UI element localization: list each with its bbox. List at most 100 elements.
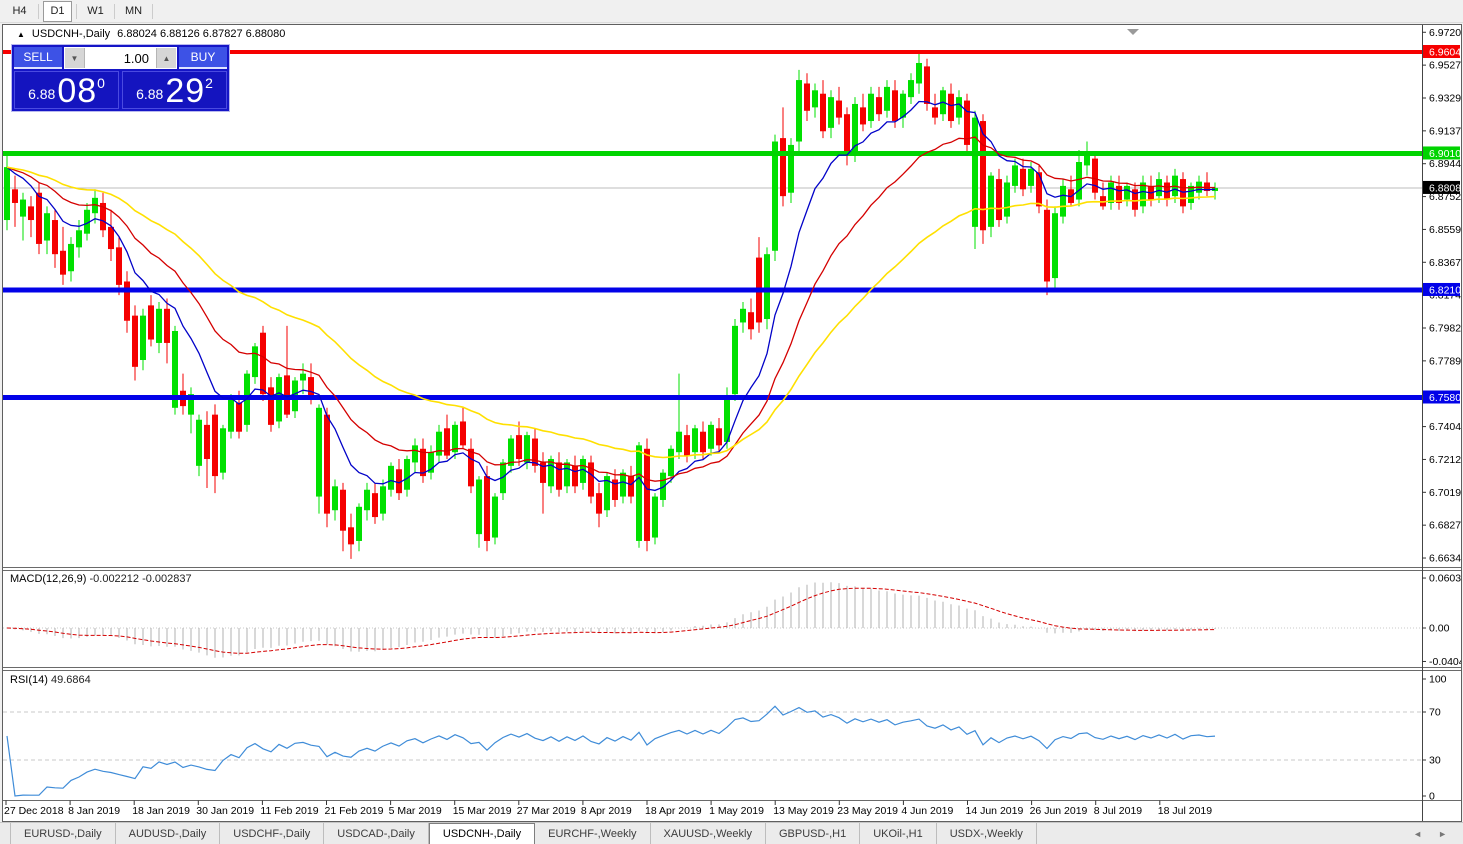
svg-text:6.95275: 6.95275 bbox=[1429, 60, 1461, 72]
svg-text:8 Apr 2019: 8 Apr 2019 bbox=[581, 805, 632, 817]
svg-text:6.72120: 6.72120 bbox=[1429, 454, 1461, 466]
toolbar-separator bbox=[76, 3, 77, 19]
buy-price-pipette: 2 bbox=[205, 75, 213, 91]
buy-button[interactable]: BUY bbox=[179, 47, 227, 69]
svg-text:6.87520: 6.87520 bbox=[1429, 191, 1461, 203]
svg-text:6.97200: 6.97200 bbox=[1429, 27, 1461, 39]
sell-price-main: 08 bbox=[57, 72, 98, 110]
svg-text:100: 100 bbox=[1429, 674, 1447, 686]
svg-text:6.70195: 6.70195 bbox=[1429, 487, 1461, 499]
svg-text:6.90100: 6.90100 bbox=[1429, 148, 1461, 160]
chart-tab-ukoil-h1[interactable]: UKOil-,H1 bbox=[860, 823, 937, 844]
toolbar-separator bbox=[152, 3, 153, 19]
autoscroll-marker-icon[interactable] bbox=[1127, 29, 1139, 35]
macd-histogram bbox=[14, 582, 1216, 658]
sell-price-tile[interactable]: 6.88 08 0 bbox=[14, 71, 119, 109]
svg-text:11 Feb 2019: 11 Feb 2019 bbox=[260, 805, 318, 817]
toolbar-separator bbox=[114, 3, 115, 19]
svg-text:30: 30 bbox=[1429, 755, 1441, 767]
macd-signal-line bbox=[6, 587, 1216, 654]
chart-tab-xauusd-weekly[interactable]: XAUUSD-,Weekly bbox=[651, 823, 766, 844]
chart-title: USDCNH-,Daily bbox=[31, 28, 111, 40]
svg-text:13 May 2019: 13 May 2019 bbox=[773, 805, 834, 817]
volume-field[interactable]: 1.00 bbox=[85, 48, 156, 68]
chart-tabs-bar: EURUSD-,Daily AUDUSD-,Daily USDCHF-,Daily U… bbox=[0, 822, 1463, 844]
chart-tab-audusd-daily[interactable]: AUDUSD-,Daily bbox=[116, 823, 221, 844]
svg-text:6.91370: 6.91370 bbox=[1429, 125, 1461, 137]
svg-text:4 Jun 2019: 4 Jun 2019 bbox=[901, 805, 953, 817]
buy-price-main: 29 bbox=[165, 72, 206, 110]
svg-text:0.00: 0.00 bbox=[1429, 623, 1450, 635]
svg-text:23 May 2019: 23 May 2019 bbox=[837, 805, 898, 817]
svg-text:30 Jan 2019: 30 Jan 2019 bbox=[196, 805, 254, 817]
svg-text:5 Mar 2019: 5 Mar 2019 bbox=[389, 805, 442, 817]
svg-text:27 Dec 2018: 27 Dec 2018 bbox=[4, 805, 64, 817]
ma-slow-line bbox=[6, 166, 1216, 459]
svg-text:0: 0 bbox=[1429, 791, 1435, 803]
rsi-line bbox=[6, 705, 1216, 797]
ma-mid-line bbox=[6, 136, 1215, 482]
timeframe-toolbar: H4 D1 W1 MN bbox=[0, 0, 1463, 23]
svg-text:6.79820: 6.79820 bbox=[1429, 323, 1461, 335]
timeframe-button-d1[interactable]: D1 bbox=[43, 0, 72, 22]
svg-text:6.89445: 6.89445 bbox=[1429, 158, 1461, 170]
svg-text:6.82103: 6.82103 bbox=[1429, 284, 1461, 296]
sell-price-prefix: 6.88 bbox=[28, 86, 56, 102]
svg-text:15 Mar 2019: 15 Mar 2019 bbox=[453, 805, 512, 817]
sell-price-pipette: 0 bbox=[97, 75, 105, 91]
svg-text:6.66345: 6.66345 bbox=[1429, 553, 1461, 565]
timeframe-button-w1[interactable]: W1 bbox=[87, 5, 104, 17]
candlestick-series bbox=[4, 51, 1218, 559]
svg-text:18 Jan 2019: 18 Jan 2019 bbox=[132, 805, 190, 817]
one-click-trade-panel: SELL ▼ 1.00 ▲ BUY 6.88 08 0 6.88 29 2 bbox=[11, 44, 230, 112]
chart-tab-usdcnh-daily[interactable]: USDCNH-,Daily bbox=[428, 823, 536, 844]
tab-scroll-left-icon[interactable]: ◄ bbox=[1413, 828, 1423, 839]
svg-text:6.83670: 6.83670 bbox=[1429, 257, 1461, 269]
svg-text:6.85595: 6.85595 bbox=[1429, 224, 1461, 236]
price-axis[interactable]: 6.97200 6.95275 6.93295 6.91370 6.89445 6.875… bbox=[1422, 27, 1461, 565]
tab-scroll-controls: ◄ ► bbox=[1413, 823, 1463, 844]
svg-text:8 Jan 2019: 8 Jan 2019 bbox=[68, 805, 120, 817]
timeframe-button-mn[interactable]: MN bbox=[124, 5, 143, 17]
price-badge-6.88080: 6.88080 bbox=[1423, 180, 1461, 194]
buy-price-prefix: 6.88 bbox=[136, 86, 164, 102]
timeframe-button-h4[interactable]: H4 bbox=[12, 5, 27, 17]
price-chart-canvas[interactable]: 6.97200 6.95275 6.93295 6.91370 6.89445 6.875… bbox=[3, 25, 1461, 821]
chart-tab-usdchf-daily[interactable]: USDCHF-,Daily bbox=[220, 823, 325, 844]
rsi-axis: 100 70 30 0 bbox=[1422, 674, 1447, 803]
svg-text:18 Apr 2019: 18 Apr 2019 bbox=[645, 805, 702, 817]
chart-tab-eurusd-daily[interactable]: EURUSD-,Daily bbox=[10, 823, 116, 844]
volume-stepper: ▼ 1.00 ▲ bbox=[64, 47, 177, 69]
buy-price-tile[interactable]: 6.88 29 2 bbox=[122, 71, 227, 109]
toolbar-separator bbox=[38, 3, 39, 19]
svg-text:14 Jun 2019: 14 Jun 2019 bbox=[966, 805, 1024, 817]
svg-text:1 May 2019: 1 May 2019 bbox=[709, 805, 764, 817]
svg-text:6.93295: 6.93295 bbox=[1429, 92, 1461, 104]
svg-text:8 Jul 2019: 8 Jul 2019 bbox=[1094, 805, 1143, 817]
chart-tab-eurchf-weekly[interactable]: EURCHF-,Weekly bbox=[535, 823, 651, 844]
chart-tab-gbpusd-h1[interactable]: GBPUSD-,H1 bbox=[766, 823, 861, 844]
volume-increase-icon[interactable]: ▲ bbox=[156, 48, 176, 68]
svg-text:21 Feb 2019: 21 Feb 2019 bbox=[325, 805, 384, 817]
svg-text:27 Mar 2019: 27 Mar 2019 bbox=[517, 805, 576, 817]
price-badge-6.75804: 6.75804 bbox=[1423, 390, 1461, 404]
macd-axis: 0.060342 0.00 -0.040415 bbox=[1422, 573, 1461, 668]
svg-text:26 Jun 2019: 26 Jun 2019 bbox=[1030, 805, 1088, 817]
volume-decrease-icon[interactable]: ▼ bbox=[65, 48, 85, 68]
svg-text:6.75804: 6.75804 bbox=[1429, 392, 1461, 404]
tab-scroll-right-icon[interactable]: ► bbox=[1438, 828, 1447, 839]
price-badge-6.96044: 6.96044 bbox=[1423, 45, 1461, 59]
svg-text:0.060342: 0.060342 bbox=[1429, 573, 1461, 585]
chart-title-row: ▲ USDCNH-,Daily 6.88024 6.88126 6.87827 … bbox=[17, 28, 285, 40]
symbol-collapse-arrow-icon[interactable]: ▲ bbox=[17, 29, 25, 39]
svg-text:70: 70 bbox=[1429, 707, 1441, 719]
rsi-indicator-label: RSI(14) 49.6864 bbox=[10, 674, 91, 686]
chart-tab-usdx-weekly[interactable]: USDX-,Weekly bbox=[937, 823, 1037, 844]
chart-tab-usdcad-daily[interactable]: USDCAD-,Daily bbox=[324, 823, 429, 844]
svg-text:6.74045: 6.74045 bbox=[1429, 421, 1461, 433]
time-axis[interactable]: 27 Dec 2018 8 Jan 2019 18 Jan 2019 30 Jan 2… bbox=[4, 800, 1212, 818]
svg-text:6.88080: 6.88080 bbox=[1429, 182, 1461, 194]
sell-button[interactable]: SELL bbox=[14, 47, 62, 69]
price-badge-6.82103: 6.82103 bbox=[1423, 282, 1461, 296]
